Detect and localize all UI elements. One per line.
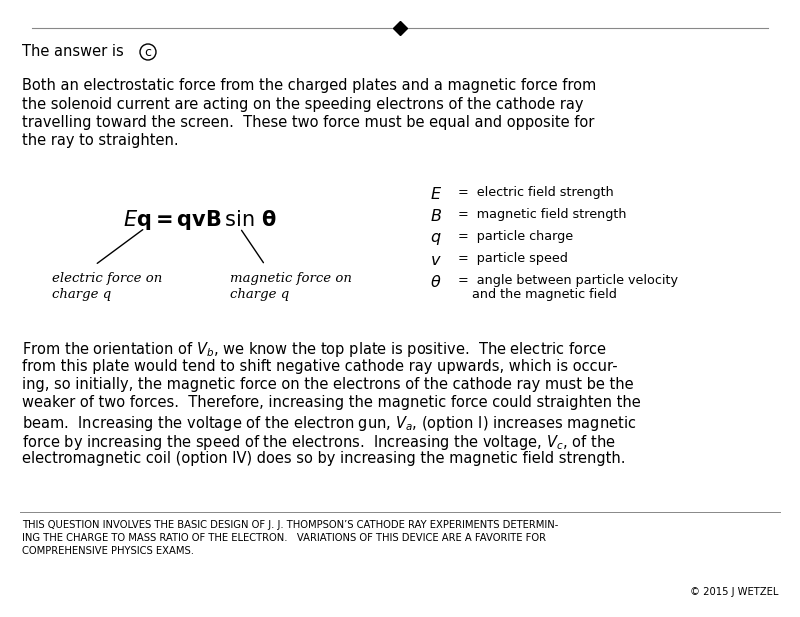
Text: force by increasing the speed of the electrons.  Increasing the voltage, $V_{c}$: force by increasing the speed of the ele… — [22, 433, 615, 452]
Text: the solenoid current are acting on the speeding electrons of the cathode ray: the solenoid current are acting on the s… — [22, 96, 583, 112]
Text: travelling toward the screen.  These two force must be equal and opposite for: travelling toward the screen. These two … — [22, 115, 594, 130]
Text: Both an electrostatic force from the charged plates and a magnetic force from: Both an electrostatic force from the cha… — [22, 78, 596, 93]
Text: $\mathit{\theta}$: $\mathit{\theta}$ — [430, 274, 442, 291]
Text: c: c — [145, 46, 151, 59]
Text: =  particle charge: = particle charge — [458, 230, 573, 243]
Text: COMPREHENSIVE PHYSICS EXAMS.: COMPREHENSIVE PHYSICS EXAMS. — [22, 546, 194, 556]
Text: THIS QUESTION INVOLVES THE BASIC DESIGN OF J. J. THOMPSON’S CATHODE RAY EXPERIME: THIS QUESTION INVOLVES THE BASIC DESIGN … — [22, 520, 558, 530]
Text: electromagnetic coil (option IV) does so by increasing the magnetic field streng: electromagnetic coil (option IV) does so… — [22, 451, 626, 466]
Text: =  particle speed: = particle speed — [458, 252, 568, 265]
Text: $\mathbf{\mathit{E}q = qvB\,\sin\,\theta}$: $\mathbf{\mathit{E}q = qvB\,\sin\,\theta… — [123, 208, 277, 232]
Text: From the orientation of $V_{b}$, we know the top plate is positive.  The electri: From the orientation of $V_{b}$, we know… — [22, 340, 607, 359]
Text: the ray to straighten.: the ray to straighten. — [22, 133, 178, 149]
Text: ING THE CHARGE TO MASS RATIO OF THE ELECTRON.   VARIATIONS OF THIS DEVICE ARE A : ING THE CHARGE TO MASS RATIO OF THE ELEC… — [22, 533, 546, 543]
Text: =  angle between particle velocity: = angle between particle velocity — [458, 274, 678, 287]
Text: $\mathit{q}$: $\mathit{q}$ — [430, 230, 442, 247]
Text: magnetic force on: magnetic force on — [230, 272, 352, 285]
Text: from this plate would tend to shift negative cathode ray upwards, which is occur: from this plate would tend to shift nega… — [22, 358, 618, 373]
Text: The answer is: The answer is — [22, 44, 124, 59]
Text: weaker of two forces.  Therefore, increasing the magnetic force could straighten: weaker of two forces. Therefore, increas… — [22, 395, 641, 410]
Text: ing, so initially, the magnetic force on the electrons of the cathode ray must b: ing, so initially, the magnetic force on… — [22, 377, 634, 392]
Text: © 2015 J WETZEL: © 2015 J WETZEL — [690, 587, 778, 597]
Text: =  electric field strength: = electric field strength — [458, 186, 614, 199]
Text: electric force on: electric force on — [52, 272, 162, 285]
Text: $\mathit{B}$: $\mathit{B}$ — [430, 208, 442, 225]
Text: =  magnetic field strength: = magnetic field strength — [458, 208, 626, 221]
Text: $\mathit{E}$: $\mathit{E}$ — [430, 186, 442, 203]
Text: charge q: charge q — [52, 288, 111, 301]
Text: charge q: charge q — [230, 288, 290, 301]
Text: beam.  Increasing the voltage of the electron gun, $V_{a}$, (option I) increases: beam. Increasing the voltage of the elec… — [22, 414, 636, 433]
Text: $\mathit{v}$: $\mathit{v}$ — [430, 252, 442, 269]
Text: and the magnetic field: and the magnetic field — [472, 288, 617, 301]
